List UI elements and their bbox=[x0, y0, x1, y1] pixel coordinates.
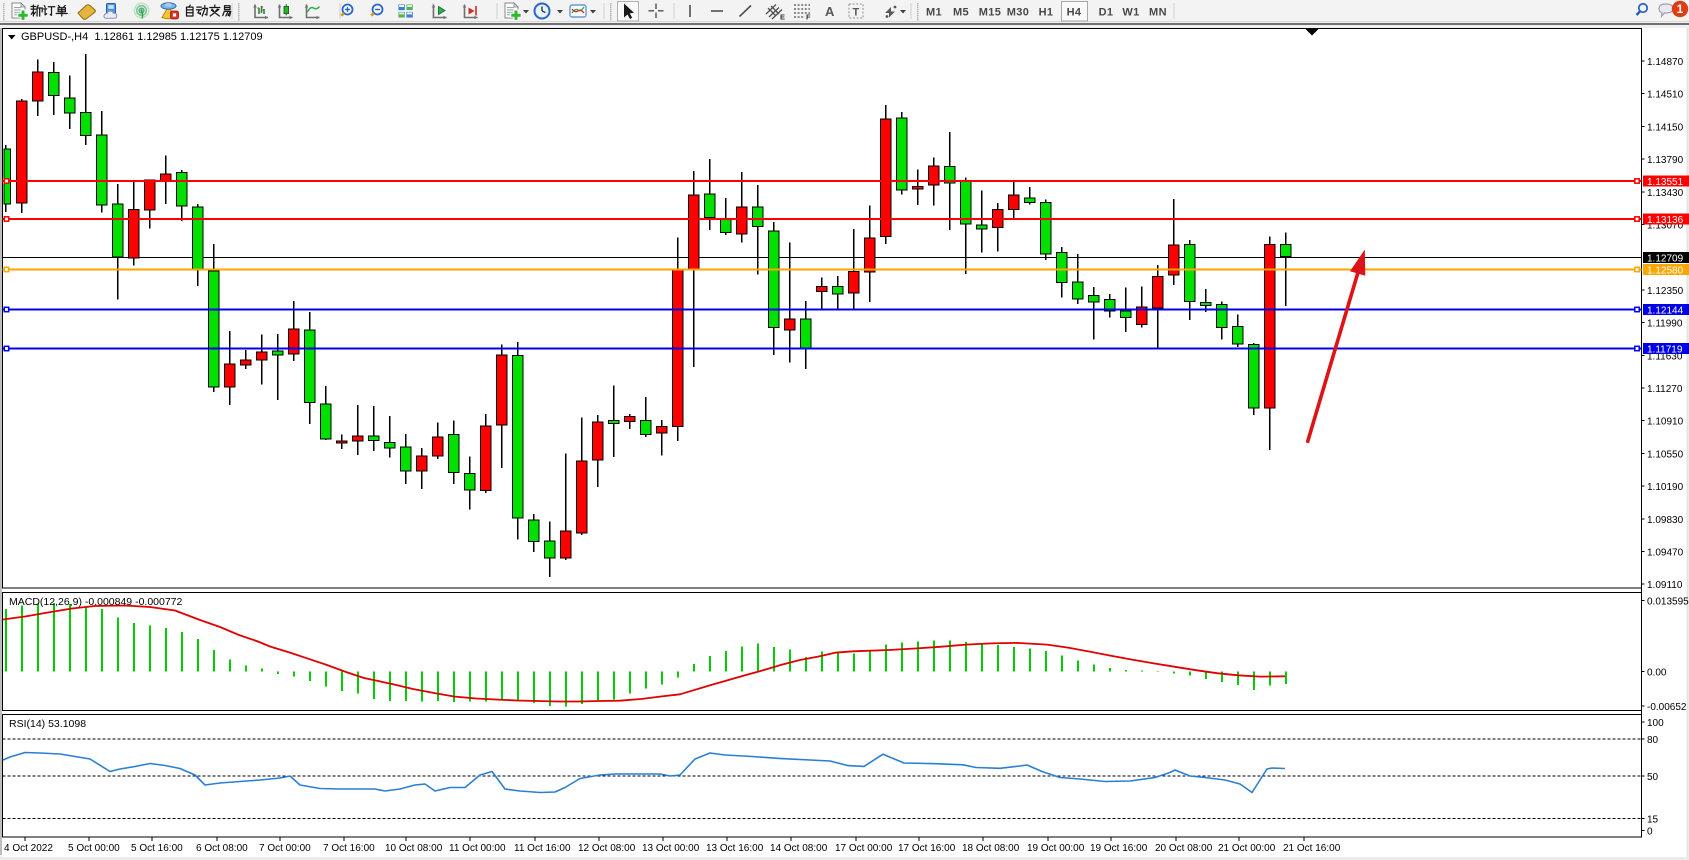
svg-text:7 Oct 16:00: 7 Oct 16:00 bbox=[323, 843, 375, 854]
svg-text:0.013595: 0.013595 bbox=[1647, 597, 1689, 608]
svg-text:17 Oct 16:00: 17 Oct 16:00 bbox=[898, 843, 956, 854]
svg-text:1.13551: 1.13551 bbox=[1647, 177, 1684, 188]
svg-text:15: 15 bbox=[1647, 815, 1659, 826]
svg-text:1.10910: 1.10910 bbox=[1647, 417, 1684, 428]
svg-text:1.11630: 1.11630 bbox=[1647, 351, 1683, 362]
svg-text:D1: D1 bbox=[1099, 7, 1114, 19]
svg-text:T: T bbox=[853, 7, 860, 19]
svg-text:E: E bbox=[780, 13, 785, 22]
svg-text:1.13790: 1.13790 bbox=[1647, 155, 1684, 166]
svg-text:1.13430: 1.13430 bbox=[1647, 188, 1684, 199]
svg-text:21 Oct 00:00: 21 Oct 00:00 bbox=[1218, 843, 1276, 854]
svg-text:M5: M5 bbox=[953, 7, 969, 19]
svg-text:1.09110: 1.09110 bbox=[1647, 580, 1683, 591]
svg-text:1.11990: 1.11990 bbox=[1647, 319, 1683, 330]
svg-text:11 Oct 16:00: 11 Oct 16:00 bbox=[514, 843, 571, 854]
svg-text:1.09830: 1.09830 bbox=[1647, 515, 1684, 526]
svg-text:12 Oct 08:00: 12 Oct 08:00 bbox=[578, 843, 636, 854]
svg-text:M15: M15 bbox=[979, 7, 1002, 19]
svg-text:1.14510: 1.14510 bbox=[1647, 90, 1684, 101]
svg-text:11 Oct 00:00: 11 Oct 00:00 bbox=[449, 843, 506, 854]
svg-text:GBPUSD-,H4 1.12861 1.12985 1.: GBPUSD-,H4 1.12861 1.12985 1.12175 1.127… bbox=[21, 31, 263, 43]
svg-text:19 Oct 16:00: 19 Oct 16:00 bbox=[1090, 843, 1148, 854]
svg-text:1.14870: 1.14870 bbox=[1647, 57, 1684, 68]
svg-text:0.00: 0.00 bbox=[1647, 668, 1667, 679]
svg-text:10 Oct 08:00: 10 Oct 08:00 bbox=[385, 843, 443, 854]
svg-text:1.13136: 1.13136 bbox=[1647, 215, 1684, 226]
svg-text:80: 80 bbox=[1647, 735, 1659, 746]
svg-text:MN: MN bbox=[1149, 7, 1167, 19]
svg-text:F: F bbox=[806, 13, 811, 22]
svg-text:MACD(12,26,9) -0.000849 -0.000: MACD(12,26,9) -0.000849 -0.000772 bbox=[9, 596, 183, 608]
svg-text:1.11719: 1.11719 bbox=[1647, 345, 1683, 356]
svg-text:1: 1 bbox=[1677, 2, 1684, 16]
svg-text:1.13070: 1.13070 bbox=[1647, 221, 1684, 232]
svg-text:M30: M30 bbox=[1007, 7, 1030, 19]
svg-text:1.12350: 1.12350 bbox=[1647, 286, 1684, 297]
svg-text:1.14150: 1.14150 bbox=[1647, 122, 1684, 133]
svg-text:H4: H4 bbox=[1067, 7, 1082, 19]
svg-text:1.10550: 1.10550 bbox=[1647, 449, 1684, 460]
svg-text:1.11270: 1.11270 bbox=[1647, 384, 1683, 395]
svg-text:H1: H1 bbox=[1039, 7, 1054, 19]
svg-text:-0.00652: -0.00652 bbox=[1647, 702, 1687, 713]
svg-text:100: 100 bbox=[1647, 718, 1664, 729]
svg-text:1.09470: 1.09470 bbox=[1647, 548, 1684, 559]
svg-text:7 Oct 00:00: 7 Oct 00:00 bbox=[259, 843, 311, 854]
svg-text:1.12580: 1.12580 bbox=[1647, 266, 1684, 277]
svg-text:13 Oct 16:00: 13 Oct 16:00 bbox=[706, 843, 764, 854]
svg-text:14 Oct 08:00: 14 Oct 08:00 bbox=[770, 843, 828, 854]
svg-text:1.12144: 1.12144 bbox=[1647, 306, 1684, 317]
svg-text:5 Oct 16:00: 5 Oct 16:00 bbox=[131, 843, 183, 854]
svg-text:50: 50 bbox=[1647, 772, 1659, 783]
svg-text:17 Oct 00:00: 17 Oct 00:00 bbox=[835, 843, 893, 854]
svg-text:4 Oct 2022: 4 Oct 2022 bbox=[4, 843, 53, 854]
svg-text:20 Oct 08:00: 20 Oct 08:00 bbox=[1155, 843, 1213, 854]
svg-text:A: A bbox=[825, 4, 835, 19]
svg-text:M1: M1 bbox=[926, 7, 942, 19]
svg-text:13 Oct 00:00: 13 Oct 00:00 bbox=[642, 843, 700, 854]
svg-text:6 Oct 08:00: 6 Oct 08:00 bbox=[196, 843, 248, 854]
svg-text:5 Oct 00:00: 5 Oct 00:00 bbox=[68, 843, 120, 854]
svg-text:21 Oct 16:00: 21 Oct 16:00 bbox=[1283, 843, 1341, 854]
svg-text:18 Oct 08:00: 18 Oct 08:00 bbox=[962, 843, 1020, 854]
svg-text:W1: W1 bbox=[1122, 7, 1139, 19]
svg-text:1.10190: 1.10190 bbox=[1647, 482, 1684, 493]
svg-text:0: 0 bbox=[1647, 827, 1653, 838]
svg-text:1.12709: 1.12709 bbox=[1647, 254, 1684, 265]
svg-text:19 Oct 00:00: 19 Oct 00:00 bbox=[1027, 843, 1085, 854]
svg-text:RSI(14) 53.1098: RSI(14) 53.1098 bbox=[9, 718, 86, 730]
